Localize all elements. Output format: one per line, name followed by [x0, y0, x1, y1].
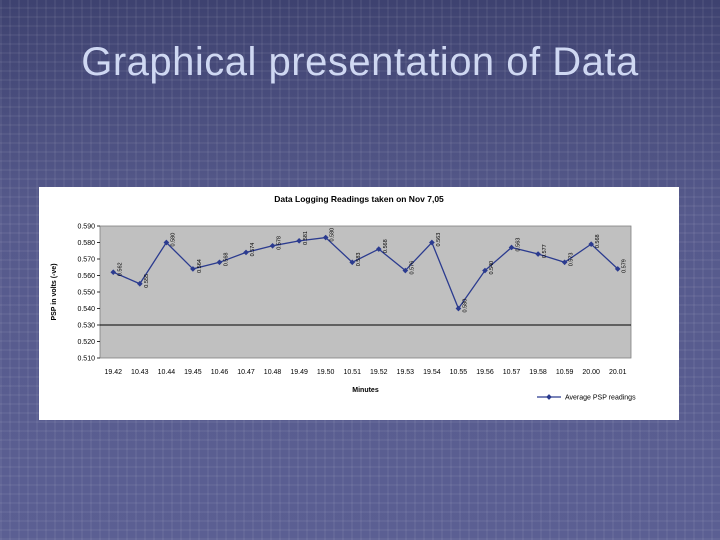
data-point [482, 267, 488, 274]
data-label: 0.568 [595, 234, 601, 248]
y-tick-label: 0.550 [77, 290, 95, 297]
x-tick-label: 10.44 [158, 369, 176, 376]
x-tick-label: 19.56 [476, 369, 494, 376]
data-label: 0.580 [170, 233, 176, 247]
y-tick-label: 0.570 [77, 257, 95, 264]
legend-marker [546, 394, 552, 400]
data-point [402, 267, 409, 274]
x-tick-label: 19.54 [423, 369, 441, 376]
data-label: 0.574 [250, 243, 256, 257]
data-label: 0.562 [117, 262, 123, 276]
x-tick-label: 10.55 [450, 369, 468, 376]
data-point [535, 251, 541, 257]
data-point [614, 266, 621, 272]
x-tick-label: 19.53 [397, 369, 415, 376]
x-tick-label: 19.42 [105, 369, 123, 376]
data-point [588, 241, 595, 247]
x-tick-label: 10.57 [503, 369, 521, 376]
data-label: 0.580 [330, 228, 336, 242]
y-tick-label: 0.510 [77, 356, 95, 363]
data-label: 0.578 [277, 236, 283, 250]
line-chart: 0.510 0.520 0.530 0.540 0.550 0.560 0.570 0.580… [51, 224, 636, 402]
legend-label: Average PSP readings [565, 395, 636, 402]
x-tick-label: 19.45 [184, 369, 202, 376]
y-tick-label: 0.560 [77, 273, 95, 280]
data-label: 0.568 [383, 239, 389, 253]
data-label: 0.580 [462, 299, 468, 313]
x-tick-label: 19.52 [370, 369, 388, 376]
data-point [375, 246, 382, 252]
x-tick-label: 10.43 [131, 369, 149, 376]
x-tick-label: 19.49 [290, 369, 308, 376]
data-label: 0.583 [356, 253, 362, 267]
x-tick-label: 10.46 [211, 369, 229, 376]
series-line [113, 236, 619, 310]
data-label: 0.581 [303, 231, 309, 245]
x-tick-label: 10.47 [237, 369, 255, 376]
data-label: 0.576 [409, 261, 415, 275]
data-point [216, 259, 223, 266]
data-point [296, 238, 302, 244]
data-label: 0.540 [489, 261, 495, 275]
y-tick-label: 0.540 [77, 306, 95, 313]
data-label: 0.579 [622, 259, 628, 273]
x-tick-label: 19.50 [317, 369, 335, 376]
data-point [561, 259, 568, 266]
data-point [455, 305, 462, 312]
chart-panel: Data Logging Readings taken on Nov 7,05 … [39, 187, 679, 420]
data-label: 0.577 [542, 244, 548, 258]
y-tick-label: 0.590 [77, 224, 95, 231]
x-tick-label: 10.51 [343, 369, 361, 376]
data-label: 0.555 [144, 274, 150, 288]
data-label: 0.568 [223, 253, 229, 267]
plot-area [99, 225, 632, 359]
data-point [136, 280, 143, 287]
x-tick-label: 20.00 [582, 369, 600, 376]
data-point [269, 242, 276, 249]
x-tick-label: 19.58 [529, 369, 547, 376]
x-tick-label: 10.59 [556, 369, 574, 376]
data-point [243, 249, 249, 256]
data-label: 0.563 [516, 238, 522, 252]
data-point [110, 269, 117, 276]
slide-title: Graphical presentation of Data [81, 40, 639, 84]
y-tick-label: 0.530 [77, 323, 95, 330]
y-axis-label: PSP in volts (-ve) [51, 263, 58, 320]
y-tick-label: 0.520 [77, 339, 95, 346]
x-tick-label: 20.01 [609, 369, 627, 376]
data-label: 0.564 [197, 259, 203, 273]
y-tick-label: 0.580 [77, 240, 95, 247]
x-tick-label: 10.48 [264, 369, 282, 376]
chart-title: Data Logging Readings taken on Nov 7,05 [274, 194, 444, 204]
x-axis-label: Minutes [352, 387, 379, 394]
data-point [349, 259, 356, 266]
data-label: 0.563 [436, 233, 442, 247]
data-label: 0.573 [569, 253, 575, 267]
